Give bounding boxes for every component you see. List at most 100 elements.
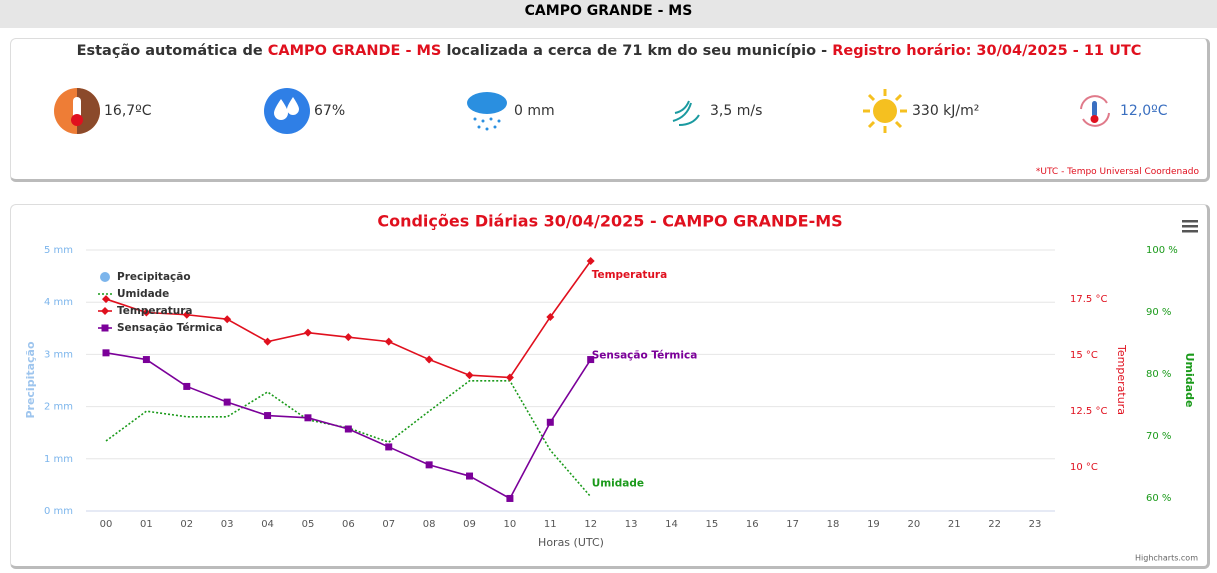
point <box>384 337 393 346</box>
legend-item[interactable]: Sensação Térmica <box>98 322 223 334</box>
point <box>102 349 110 357</box>
y-tick-label: 4 mm <box>44 297 73 308</box>
dew-point-value: 12,0ºC <box>1120 103 1168 119</box>
x-tick-label: 03 <box>221 519 234 530</box>
x-tick-label: 01 <box>140 519 153 530</box>
wind-value: 3,5 m/s <box>710 103 763 119</box>
legend-label: Umidade <box>117 288 169 300</box>
radiation-value: 330 kJ/m² <box>912 103 980 119</box>
series-end-label: Umidade <box>592 478 644 490</box>
point <box>264 412 272 420</box>
y2-tick-label: 17.5 °C <box>1070 294 1107 305</box>
point <box>586 256 595 265</box>
point <box>425 355 434 364</box>
point <box>546 312 555 321</box>
point <box>344 333 353 342</box>
point <box>142 356 150 364</box>
y3-tick-label: 70 % <box>1146 431 1171 442</box>
x-tick-label: 05 <box>302 519 315 530</box>
y3-tick-label: 60 % <box>1146 493 1171 504</box>
y-tick-label: 0 mm <box>44 506 73 517</box>
record-time: Registro horário: 30/04/2025 - 11 UTC <box>832 43 1142 59</box>
point <box>385 443 393 451</box>
x-tick-label: 06 <box>342 519 355 530</box>
temperature-value: 16,7ºC <box>104 103 152 119</box>
radiation-item: 330 kJ/m² <box>861 89 979 133</box>
x-tick-label: 12 <box>584 519 597 530</box>
x-tick-label: 20 <box>907 519 920 530</box>
legend-symbol <box>101 307 109 315</box>
x-tick-label: 22 <box>988 519 1001 530</box>
x-tick-label: 14 <box>665 519 678 530</box>
point <box>183 382 191 390</box>
legend-symbol <box>100 272 110 282</box>
point <box>263 337 272 346</box>
x-tick-label: 18 <box>827 519 840 530</box>
precipitation-item: 0 mm <box>463 89 555 133</box>
point <box>546 418 554 426</box>
y-tick-label: 1 mm <box>44 454 73 465</box>
x-tick-label: 21 <box>948 519 961 530</box>
x-tick-label: 11 <box>544 519 557 530</box>
temperature-icon <box>54 88 100 134</box>
y3-tick-label: 80 % <box>1146 369 1171 380</box>
x-tick-label: 16 <box>746 519 759 530</box>
point <box>223 398 231 406</box>
chart-title: Condições Diárias 30/04/2025 - CAMPO GRA… <box>377 212 842 231</box>
legend-item[interactable]: Temperatura <box>98 305 193 317</box>
series-end-label: Temperatura <box>592 269 668 281</box>
x-tick-label: 04 <box>261 519 274 530</box>
point <box>465 371 474 380</box>
point <box>425 461 433 469</box>
x-tick-label: 19 <box>867 519 880 530</box>
sun-icon <box>863 89 907 133</box>
x-tick-label: 07 <box>382 519 395 530</box>
legend-label: Temperatura <box>117 305 193 317</box>
legend-symbol <box>101 324 109 332</box>
point <box>223 315 232 324</box>
dew-point-icon <box>1080 95 1110 127</box>
wind-icon <box>672 100 700 126</box>
y-tick-label: 5 mm <box>44 245 73 256</box>
footnote: *UTC - Tempo Universal Coordenado <box>1035 167 1199 177</box>
y2-tick-label: 12.5 °C <box>1070 406 1107 417</box>
wind-item: 3,5 m/s <box>667 89 762 133</box>
y2-tick-label: 10 °C <box>1070 462 1098 473</box>
legend-item[interactable]: Precipitação <box>100 271 191 283</box>
credit: Highcharts.com <box>1135 554 1198 563</box>
x-tick-label: 10 <box>504 519 517 530</box>
page-header: CAMPO GRANDE - MS <box>0 0 1217 28</box>
x-tick-label: 17 <box>786 519 799 530</box>
x-tick-label: 00 <box>100 519 113 530</box>
chart-card <box>10 204 1210 569</box>
rain-icon <box>467 92 507 131</box>
point <box>344 425 352 433</box>
point <box>304 414 312 422</box>
legend-label: Precipitação <box>117 271 191 283</box>
precipitation-value: 0 mm <box>514 103 555 119</box>
point <box>303 328 312 337</box>
text: Estação automática de <box>76 43 268 59</box>
humidity-value: 67% <box>314 103 346 119</box>
station-title: Estação automática de CAMPO GRANDE - MS … <box>11 43 1207 59</box>
x-tick-label: 08 <box>423 519 436 530</box>
x-tick-label: 23 <box>1029 519 1042 530</box>
y3-tick-label: 90 % <box>1146 307 1171 318</box>
y-axis-title: Precipitação <box>24 341 37 419</box>
y-tick-label: 2 mm <box>44 402 73 413</box>
y3-tick-label: 100 % <box>1146 245 1178 256</box>
series-line <box>105 380 592 498</box>
x-tick-label: 13 <box>625 519 638 530</box>
humidity-item: 67% <box>263 88 346 134</box>
text: localizada a cerca de 71 km do seu munic… <box>441 43 833 59</box>
point <box>505 373 514 382</box>
point <box>587 356 595 364</box>
menu-button[interactable] <box>1182 220 1198 233</box>
x-tick-label: 09 <box>463 519 476 530</box>
legend-item[interactable]: Umidade <box>98 288 169 300</box>
y3-axis-title: Umidade <box>1183 353 1196 408</box>
series-end-label: Sensação Térmica <box>592 350 698 362</box>
x-axis-title: Horas (UTC) <box>538 536 604 549</box>
